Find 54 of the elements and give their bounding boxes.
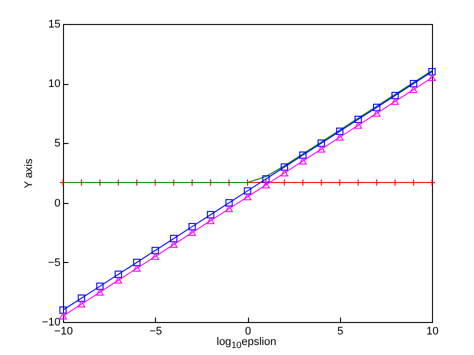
- point: [132, 264, 141, 272]
- point: [151, 253, 160, 260]
- x-tick-label: 10: [426, 326, 439, 338]
- point: [410, 80, 418, 88]
- x-axis-title: log$_{10}$epslion: [216, 336, 278, 350]
- point: [170, 234, 178, 242]
- y-tick-label: 0: [54, 197, 60, 210]
- point: [354, 116, 362, 124]
- point: [206, 217, 214, 224]
- point: [262, 175, 270, 183]
- y-tick-label: 5: [54, 138, 60, 150]
- point: [244, 193, 252, 200]
- point: [152, 246, 159, 254]
- y-tick-label: 15: [48, 18, 60, 30]
- point: [391, 92, 399, 100]
- y-axis-title: Y axis: [22, 158, 35, 188]
- y-tick-label: 10: [48, 78, 60, 90]
- x-tick-label: −5: [149, 326, 162, 338]
- x-tick-label: 5: [337, 326, 344, 338]
- point: [133, 258, 140, 266]
- point: [336, 134, 344, 141]
- point: [428, 68, 436, 76]
- point: [336, 128, 344, 135]
- point: [318, 140, 325, 147]
- x-tick-label: 0: [244, 326, 252, 338]
- point: [317, 146, 326, 153]
- point: [299, 151, 307, 159]
- point: [354, 122, 362, 129]
- point: [244, 187, 252, 195]
- point: [114, 276, 122, 284]
- point: [59, 312, 67, 320]
- point: [170, 241, 178, 248]
- point: [298, 158, 307, 164]
- point: [78, 294, 86, 302]
- point: [59, 306, 67, 314]
- point: [280, 163, 288, 171]
- point: [428, 74, 436, 82]
- point: [96, 288, 104, 296]
- y-tick-label: −5: [48, 256, 60, 269]
- point: [188, 222, 196, 230]
- point: [225, 199, 233, 206]
- y-tick-label: −10: [42, 316, 60, 328]
- point: [96, 282, 104, 290]
- point: [262, 182, 270, 188]
- point: [206, 211, 214, 218]
- point: [280, 170, 288, 176]
- point: [391, 98, 399, 105]
- point: [225, 205, 233, 212]
- point: [188, 229, 196, 236]
- point: [114, 270, 122, 278]
- point: [78, 300, 86, 308]
- point: [372, 104, 380, 112]
- point: [372, 110, 381, 117]
- point: [410, 86, 418, 93]
